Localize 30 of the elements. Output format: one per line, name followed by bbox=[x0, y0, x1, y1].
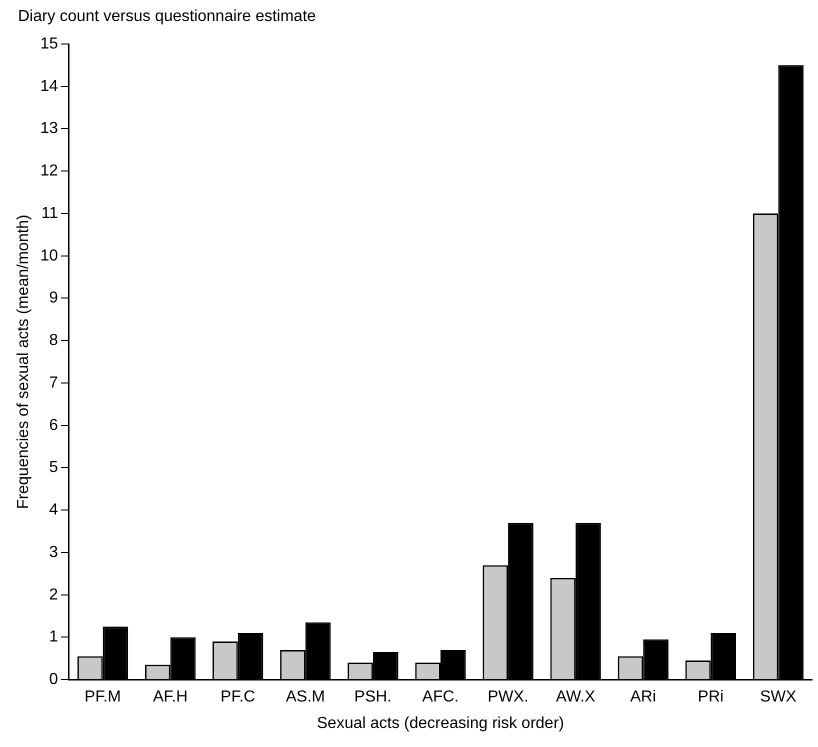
y-axis-title: Frequencies of sexual acts (mean/month) bbox=[15, 214, 32, 509]
x-tick-label: SWX bbox=[760, 688, 797, 706]
y-tick-label: 8 bbox=[49, 332, 58, 350]
x-tick-label: PF.M bbox=[84, 688, 121, 706]
x-tick-label: AF.H bbox=[152, 688, 188, 706]
y-tick-label: 3 bbox=[49, 544, 58, 561]
y-tick-label: 13 bbox=[40, 120, 58, 138]
x-tick-label: AS.M bbox=[286, 688, 325, 706]
y-tick-label: 4 bbox=[49, 502, 58, 519]
x-tick-label: AFC. bbox=[422, 688, 459, 706]
y-tick-label: 1 bbox=[49, 628, 58, 646]
y-tick-label: 9 bbox=[49, 290, 58, 307]
y-tick-label: 5 bbox=[49, 459, 58, 476]
y-tick-label: 7 bbox=[49, 374, 58, 392]
x-tick-label: ARi bbox=[630, 688, 656, 706]
x-axis-title: Sexual acts (decreasing risk order) bbox=[316, 714, 564, 732]
x-tick-label: AW.X bbox=[556, 688, 596, 706]
x-tick-label: PRi bbox=[698, 688, 724, 706]
y-tick-label: 11 bbox=[41, 204, 58, 222]
y-tick-label: 6 bbox=[49, 416, 58, 434]
y-tick-label: 2 bbox=[49, 586, 58, 604]
y-tick-label: 12 bbox=[40, 162, 58, 180]
y-tick-label: 10 bbox=[40, 247, 58, 264]
x-tick-label: PSH. bbox=[354, 688, 392, 706]
y-tick-label: 15 bbox=[40, 35, 58, 52]
x-tick-label: PF.C bbox=[220, 688, 256, 706]
x-tick-label: PWX. bbox=[488, 688, 528, 706]
chart-title: Diary count versus questionnaire estimate bbox=[18, 8, 316, 26]
y-tick-label: 0 bbox=[49, 671, 58, 688]
y-tick-label: 14 bbox=[40, 78, 58, 95]
